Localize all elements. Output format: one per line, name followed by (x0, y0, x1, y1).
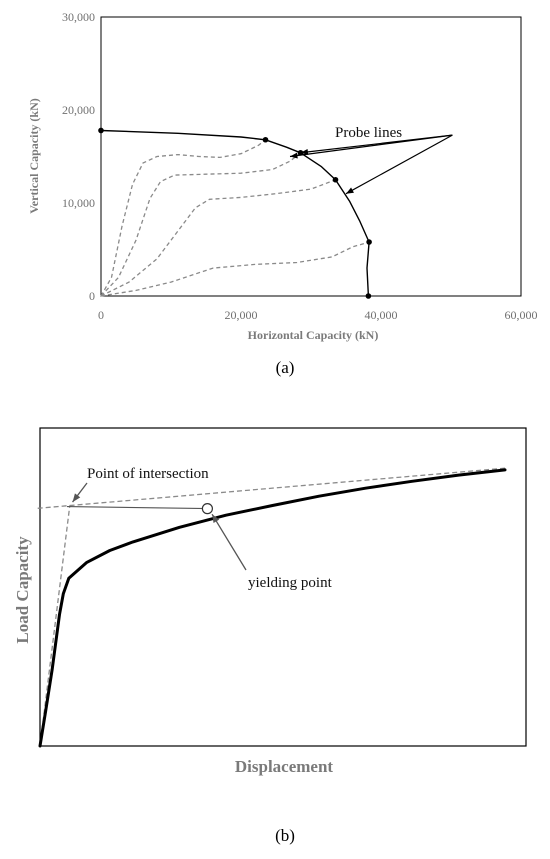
probe-lines-label: Probe lines (335, 125, 402, 141)
panel-a-x-tick-label: 40,000 (365, 308, 398, 322)
probe-line-1 (100, 139, 266, 297)
annotation-arrow-head (212, 514, 220, 524)
panel-a-x-axis-title: Horizontal Capacity (kN) (248, 328, 379, 342)
panel-a-y-tick-label: 0 (89, 289, 95, 303)
panel-b-x-axis-title: Displacement (235, 757, 334, 776)
panel-a-x-ticks: 0 20,000 40,000 60,000 (98, 308, 538, 322)
probe-arrow-head (300, 148, 309, 155)
panel-b-construction-lines (37, 467, 506, 747)
panel-a-x-tick-label: 60,000 (505, 308, 538, 322)
panel-a-y-tick-label: 20,000 (62, 103, 95, 117)
probe-line-3 (100, 179, 336, 297)
probe-arrow-line (345, 134, 453, 195)
construction-dashed-line-2 (37, 467, 506, 509)
panel-a-y-tick-label: 10,000 (62, 196, 95, 210)
panel-a-caption: (a) (276, 358, 295, 377)
yield-projection-line (66, 506, 208, 510)
yielding-point-label: yielding point (248, 575, 333, 591)
envelope-marker (262, 136, 269, 143)
panel-a-envelope (98, 127, 372, 299)
probe-line-2 (100, 152, 301, 297)
yielding-point-marker (201, 503, 213, 515)
panel-b-caption: (b) (275, 826, 295, 845)
envelope-marker (365, 293, 372, 299)
panel-a-probe-lines (100, 139, 370, 297)
panel-b-load-curve (38, 468, 507, 748)
probe-arrow-line (300, 134, 453, 154)
panel-b-y-axis-title: Load Capacity (13, 536, 32, 644)
annotation-arrow-head (72, 493, 81, 503)
panel-b-chart: Load Capacity Displacement Point of inte… (13, 427, 527, 845)
envelope-marker (366, 239, 372, 245)
panel-a-x-tick-label: 20,000 (225, 308, 258, 322)
panel-a-y-tick-label: 30,000 (62, 10, 95, 24)
envelope-marker (332, 176, 339, 183)
panel-b-annotations (72, 482, 247, 571)
probe-arrow-head (346, 187, 354, 194)
probe-line-4 (100, 241, 370, 297)
envelope-marker (98, 127, 104, 134)
load-displacement-curve (38, 468, 507, 748)
annotation-arrow-line (211, 513, 247, 571)
panel-a-x-tick-label: 0 (98, 308, 104, 322)
panel-a-probe-annotation (289, 134, 453, 195)
point-of-intersection-label: Point of intersection (87, 466, 209, 482)
panel-a-plot-frame (100, 16, 522, 297)
panel-b-plot-frame (39, 427, 527, 747)
panel-a-y-ticks: 0 10,000 20,000 30,000 (62, 10, 95, 303)
panel-a-y-axis-title: Vertical Capacity (kN) (27, 98, 41, 214)
probe-arrow-head (290, 152, 298, 159)
